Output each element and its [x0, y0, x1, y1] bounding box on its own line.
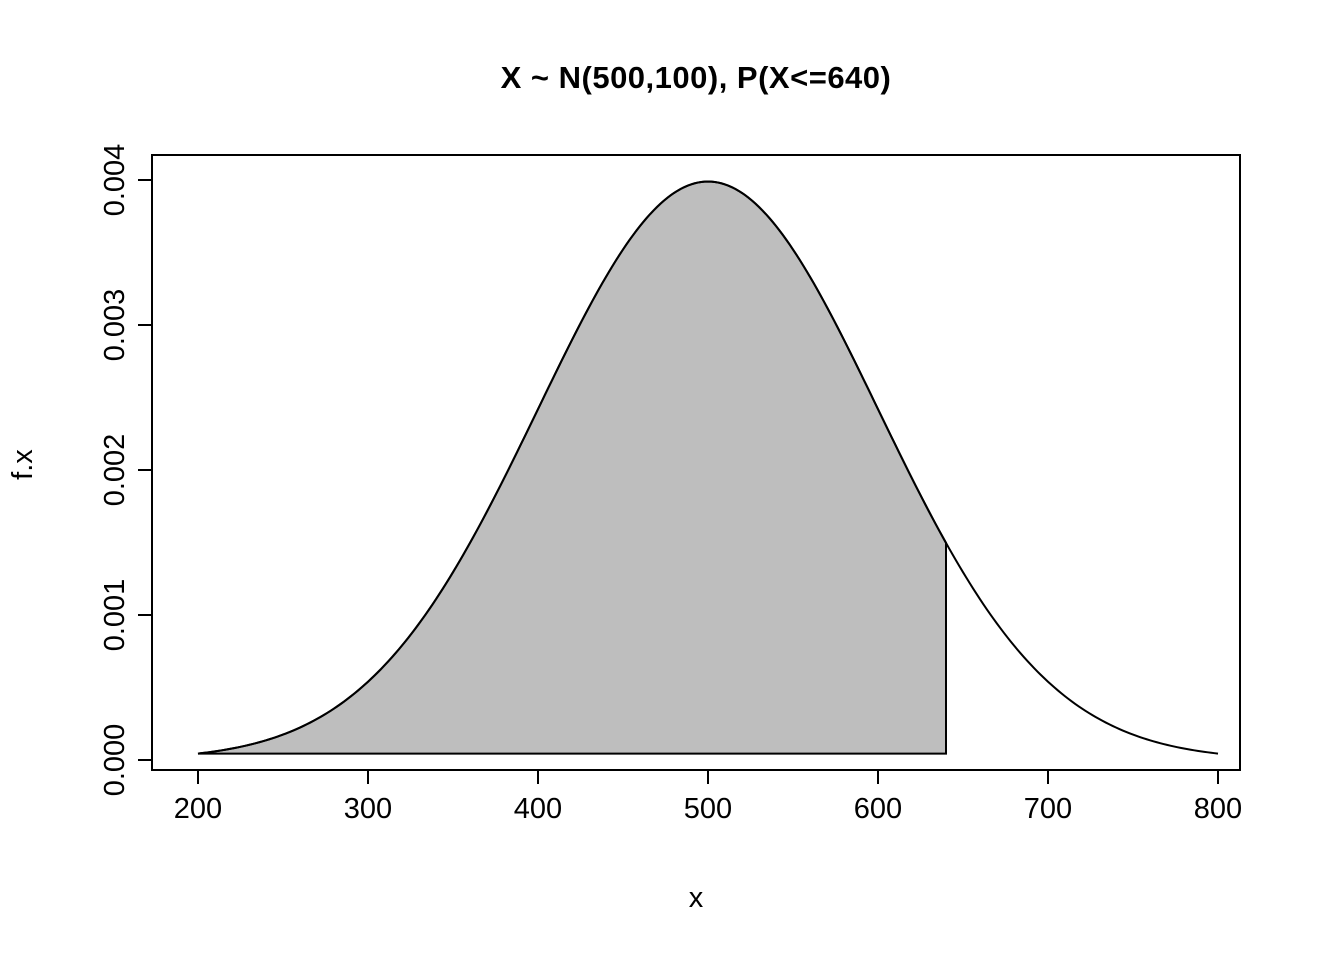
x-tick-label: 800 — [1194, 793, 1242, 825]
plot-box — [151, 154, 1241, 771]
x-tick-label: 300 — [344, 793, 392, 825]
shaded-probability-region — [197, 180, 947, 755]
y-axis-label: f.x — [6, 449, 39, 480]
y-tick-label: 0.003 — [99, 289, 131, 362]
density-curve — [197, 180, 1219, 755]
x-tick-label: 600 — [854, 793, 902, 825]
chart-title: X ~ N(500,100), P(X<=640) — [500, 60, 892, 95]
y-tick-label: 0.001 — [99, 579, 131, 652]
x-tick-label: 700 — [1024, 793, 1072, 825]
x-tick-label: 500 — [684, 793, 732, 825]
x-axis-label: x — [688, 882, 704, 914]
y-tick-label: 0.002 — [99, 434, 131, 507]
x-tick-label: 200 — [174, 793, 222, 825]
y-tick-label: 0.000 — [99, 724, 131, 797]
x-tick-label: 400 — [514, 793, 562, 825]
y-tick-label: 0.004 — [99, 144, 131, 217]
